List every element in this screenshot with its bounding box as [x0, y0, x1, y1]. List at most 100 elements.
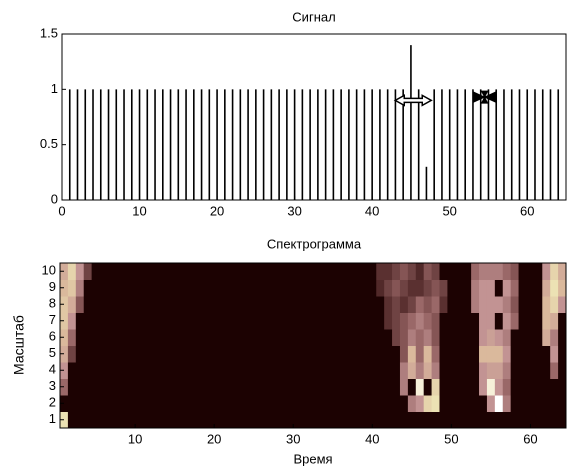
heat-cell — [194, 395, 202, 412]
heat-cell — [463, 395, 471, 412]
heat-cell — [495, 263, 503, 280]
heat-cell — [289, 296, 297, 313]
heat-cell — [155, 263, 163, 280]
heat-cell — [368, 329, 376, 346]
heat-cell — [432, 412, 440, 429]
heat-cell — [123, 329, 131, 346]
heat-cell — [384, 263, 392, 280]
heat-cell — [360, 379, 368, 396]
heat-cell — [400, 412, 408, 429]
heat-cell — [68, 296, 76, 313]
heat-cell — [463, 280, 471, 297]
heat-cell — [147, 329, 155, 346]
heat-cell — [194, 263, 202, 280]
heat-cell — [345, 280, 353, 297]
heat-cell — [384, 379, 392, 396]
heat-cell — [100, 296, 108, 313]
heat-cell — [76, 379, 84, 396]
heat-cell — [289, 329, 297, 346]
heat-cell — [266, 280, 274, 297]
heat-cell — [115, 263, 123, 280]
heat-cell — [187, 313, 195, 330]
heat-cell — [542, 395, 550, 412]
heat-cell — [384, 280, 392, 297]
heat-cell — [194, 280, 202, 297]
heat-cell — [376, 280, 384, 297]
heat-cell — [542, 296, 550, 313]
marker — [395, 95, 431, 105]
heat-cell — [234, 263, 242, 280]
heat-cell — [519, 379, 527, 396]
heat-cell — [163, 362, 171, 379]
heat-cell — [376, 362, 384, 379]
heat-cell — [313, 280, 321, 297]
x-tick-label: 40 — [365, 203, 379, 218]
heat-cell — [455, 296, 463, 313]
heat-cell — [155, 362, 163, 379]
heat-cell — [123, 346, 131, 363]
heat-cell — [202, 313, 210, 330]
heat-cell — [187, 379, 195, 396]
y-tick-label: 8 — [49, 296, 56, 311]
heat-cell — [194, 379, 202, 396]
heat-cell — [107, 313, 115, 330]
heat-cell — [353, 280, 361, 297]
heat-cell — [360, 395, 368, 412]
heat-cell — [408, 412, 416, 429]
heat-cell — [68, 263, 76, 280]
heat-cell — [273, 379, 281, 396]
heat-cell — [123, 395, 131, 412]
heat-cell — [187, 412, 195, 429]
heat-cell — [479, 346, 487, 363]
heat-cell — [289, 263, 297, 280]
heat-cell — [440, 329, 448, 346]
heat-cell — [123, 263, 131, 280]
x-tick-label: 60 — [520, 203, 534, 218]
heat-cell — [289, 379, 297, 396]
heat-cell — [432, 346, 440, 363]
heat-cell — [202, 412, 210, 429]
x-tick-label: 0 — [58, 203, 65, 218]
heat-cell — [432, 313, 440, 330]
heat-cell — [250, 412, 258, 429]
heat-cell — [534, 329, 542, 346]
heat-cell — [487, 379, 495, 396]
heat-cell — [234, 346, 242, 363]
y-tick-label: 6 — [49, 329, 56, 344]
heat-cell — [455, 329, 463, 346]
heat-cell — [155, 412, 163, 429]
heat-cell — [194, 412, 202, 429]
heat-cell — [281, 379, 289, 396]
heat-cell — [179, 296, 187, 313]
heat-cell — [210, 329, 218, 346]
heat-cell — [218, 362, 226, 379]
heat-cell — [210, 346, 218, 363]
heat-cell — [542, 329, 550, 346]
heat-cell — [495, 313, 503, 330]
heat-cell — [495, 296, 503, 313]
heat-cell — [163, 412, 171, 429]
heat-cell — [179, 329, 187, 346]
y-tick-label: 1 — [49, 411, 56, 426]
heat-cell — [139, 379, 147, 396]
heat-cell — [447, 313, 455, 330]
heat-cell — [511, 263, 519, 280]
heat-cell — [123, 379, 131, 396]
heat-cell — [194, 313, 202, 330]
heat-cell — [187, 280, 195, 297]
heat-cell — [321, 263, 329, 280]
heat-cell — [266, 263, 274, 280]
heat-cell — [76, 346, 84, 363]
heat-cell — [360, 296, 368, 313]
heat-cell — [266, 362, 274, 379]
heat-cell — [226, 379, 234, 396]
heat-cell — [534, 346, 542, 363]
heat-cell — [115, 362, 123, 379]
heat-cell — [368, 395, 376, 412]
heat-cell — [440, 296, 448, 313]
heat-cell — [550, 296, 558, 313]
heat-cell — [179, 362, 187, 379]
heat-cell — [107, 329, 115, 346]
heat-cell — [416, 346, 424, 363]
